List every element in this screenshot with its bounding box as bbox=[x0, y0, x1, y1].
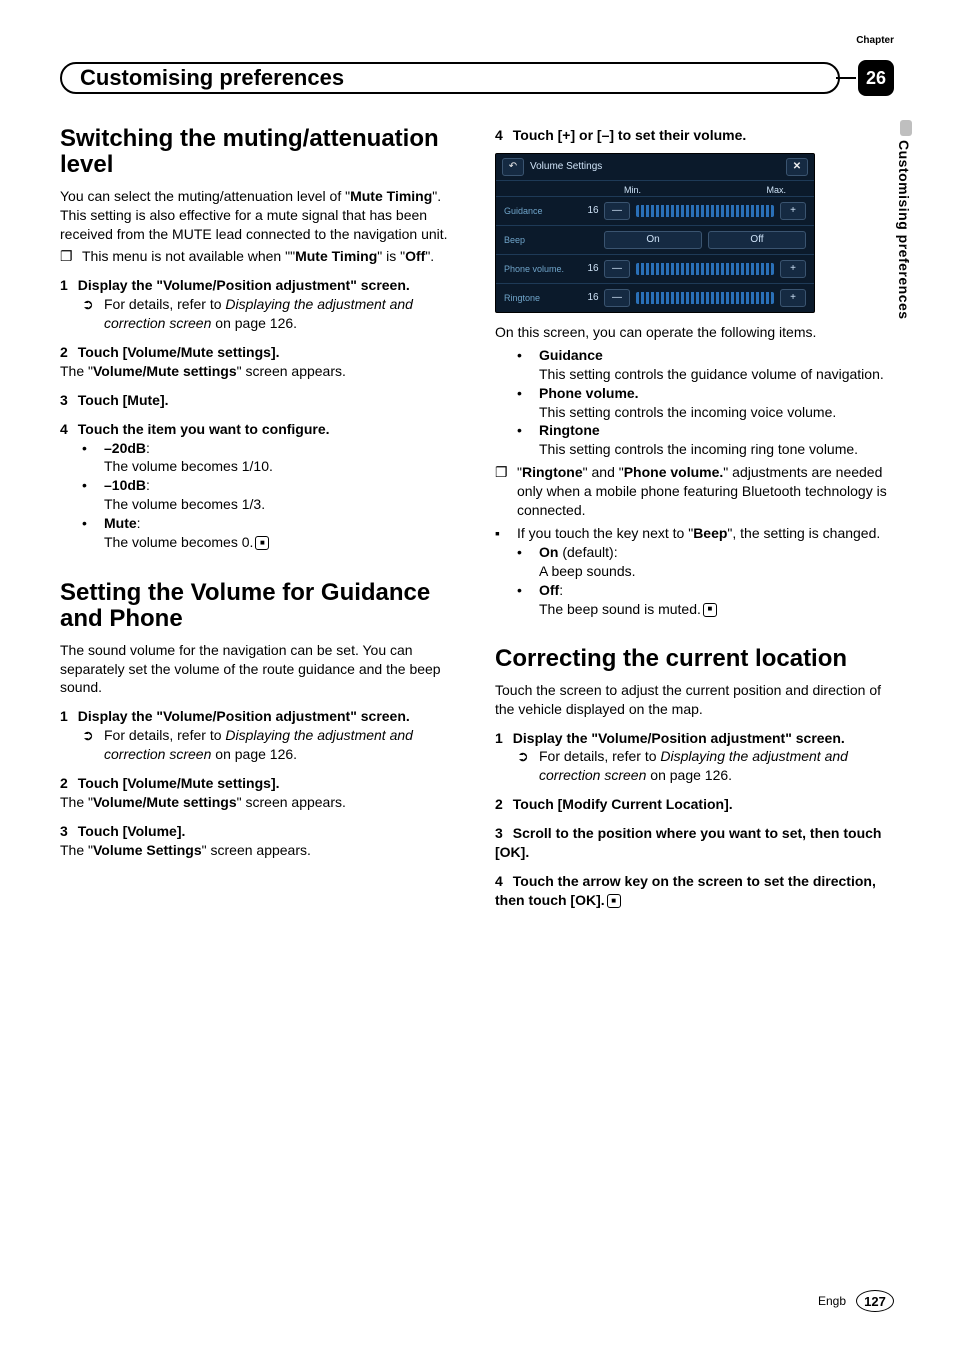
ref-icon: ➲ bbox=[82, 295, 104, 333]
ss-slider[interactable] bbox=[636, 205, 774, 217]
header-pill: Customising preferences bbox=[60, 62, 840, 94]
ss-back-button[interactable]: ↶ bbox=[502, 158, 524, 176]
heading-correcting-location: Correcting the current location bbox=[495, 646, 894, 672]
ss-minmax: Min. Max. bbox=[496, 181, 814, 196]
chapter-badge: 26 bbox=[858, 60, 894, 96]
volume-guidance-intro: The sound volume for the navigation can … bbox=[60, 641, 459, 698]
item-guidance: • Guidance bbox=[517, 346, 894, 365]
opt-mute-desc: The volume becomes 0. bbox=[104, 533, 459, 552]
opt-off-desc: The beep sound is muted. bbox=[539, 600, 894, 619]
chapter-label: Chapter bbox=[856, 35, 894, 46]
ref-icon: ➲ bbox=[517, 747, 539, 785]
page-title: Customising preferences bbox=[80, 65, 344, 91]
ss-row-beep: Beep On Off bbox=[496, 225, 814, 254]
opt-10db: • –10dB: bbox=[82, 476, 459, 495]
ss-row-phone: Phone volume. 16 — + bbox=[496, 254, 814, 283]
ss-plus-button[interactable]: + bbox=[780, 289, 806, 307]
guidance-step-1: 1Display the "Volume/Position adjustment… bbox=[60, 707, 459, 726]
ss-minus-button[interactable]: — bbox=[604, 289, 630, 307]
opt-mute: • Mute: bbox=[82, 514, 459, 533]
item-guidance-desc: This setting controls the guidance volum… bbox=[539, 365, 894, 384]
ss-close-button[interactable]: ✕ bbox=[786, 158, 808, 176]
ss-slider[interactable] bbox=[636, 263, 774, 275]
square-bullet-icon: ▪ bbox=[495, 524, 517, 543]
ss-row-guidance: Guidance 16 — + bbox=[496, 196, 814, 225]
note-icon: ❐ bbox=[60, 247, 82, 266]
section-end-icon bbox=[703, 603, 717, 617]
ss-slider[interactable] bbox=[636, 292, 774, 304]
muting-step-2-sub: The "Volume/Mute settings" screen appear… bbox=[60, 362, 459, 381]
heading-muting: Switching the muting/attenuation level bbox=[60, 126, 459, 179]
correcting-intro: Touch the screen to adjust the current p… bbox=[495, 681, 894, 719]
ss-plus-button[interactable]: + bbox=[780, 202, 806, 220]
muting-intro: You can select the muting/attenuation le… bbox=[60, 187, 459, 244]
after-screenshot-text: On this screen, you can operate the foll… bbox=[495, 323, 894, 342]
ss-plus-button[interactable]: + bbox=[780, 260, 806, 278]
opt-10db-desc: The volume becomes 1/3. bbox=[104, 495, 459, 514]
footer: Engb 127 bbox=[818, 1290, 894, 1312]
item-phone-volume-desc: This setting controls the incoming voice… bbox=[539, 403, 894, 422]
side-tab: Customising preferences bbox=[896, 120, 916, 320]
note-icon: ❐ bbox=[495, 463, 517, 520]
opt-20db-desc: The volume becomes 1/10. bbox=[104, 457, 459, 476]
volume-settings-screenshot: ↶ Volume Settings ✕ Min. Max. Guidance 1… bbox=[495, 153, 815, 313]
bluetooth-note: ❐ "Ringtone" and "Phone volume." adjustm… bbox=[495, 463, 894, 520]
side-tab-text: Customising preferences bbox=[896, 140, 912, 320]
guidance-step-3-sub: The "Volume Settings" screen appears. bbox=[60, 841, 459, 860]
guidance-step-2-sub: The "Volume/Mute settings" screen appear… bbox=[60, 793, 459, 812]
ss-minus-button[interactable]: — bbox=[604, 202, 630, 220]
ss-beep-toggle[interactable]: On Off bbox=[604, 231, 806, 249]
guidance-step-1-ref: ➲ For details, refer to Displaying the a… bbox=[82, 726, 459, 764]
opt-on-desc: A beep sounds. bbox=[539, 562, 894, 581]
ss-row-ringtone: Ringtone 16 — + bbox=[496, 283, 814, 312]
ss-titlebar: ↶ Volume Settings ✕ bbox=[496, 154, 814, 181]
item-phone-volume: • Phone volume. bbox=[517, 384, 894, 403]
correct-step-1-ref: ➲ For details, refer to Displaying the a… bbox=[517, 747, 894, 785]
content-columns: Switching the muting/attenuation level Y… bbox=[60, 126, 894, 910]
muting-step-3: 3Touch [Mute]. bbox=[60, 391, 459, 410]
footer-lang: Engb bbox=[818, 1294, 846, 1308]
section-end-icon bbox=[607, 894, 621, 908]
opt-20db: • –20dB: bbox=[82, 439, 459, 458]
side-tab-marker bbox=[900, 120, 912, 136]
item-ringtone: • Ringtone bbox=[517, 421, 894, 440]
correct-step-3: 3Scroll to the position where you want t… bbox=[495, 824, 894, 862]
ref-icon: ➲ bbox=[82, 726, 104, 764]
volume-step-4: 4Touch [+] or [–] to set their volume. bbox=[495, 126, 894, 145]
right-column: 4Touch [+] or [–] to set their volume. ↶… bbox=[495, 126, 894, 910]
ss-minus-button[interactable]: — bbox=[604, 260, 630, 278]
ss-title: Volume Settings bbox=[530, 160, 602, 174]
item-ringtone-desc: This setting controls the incoming ring … bbox=[539, 440, 894, 459]
heading-volume-guidance: Setting the Volume for Guidance and Phon… bbox=[60, 580, 459, 633]
guidance-step-3: 3Touch [Volume]. bbox=[60, 822, 459, 841]
muting-note: ❐ This menu is not available when ""Mute… bbox=[60, 247, 459, 266]
correct-step-1: 1Display the "Volume/Position adjustment… bbox=[495, 729, 894, 748]
header-bar: Customising preferences 26 bbox=[60, 60, 894, 96]
left-column: Switching the muting/attenuation level Y… bbox=[60, 126, 459, 910]
opt-on: • On (default): bbox=[517, 543, 894, 562]
muting-step-1-ref: ➲ For details, refer to Displaying the a… bbox=[82, 295, 459, 333]
page: Chapter Customising preferences 26 Custo… bbox=[0, 0, 954, 1352]
correct-step-2: 2Touch [Modify Current Location]. bbox=[495, 795, 894, 814]
guidance-step-2: 2Touch [Volume/Mute settings]. bbox=[60, 774, 459, 793]
opt-off: • Off: bbox=[517, 581, 894, 600]
muting-step-1: 1Display the "Volume/Position adjustment… bbox=[60, 276, 459, 295]
section-end-icon bbox=[255, 536, 269, 550]
page-number: 127 bbox=[856, 1290, 894, 1312]
muting-step-4: 4Touch the item you want to configure. bbox=[60, 420, 459, 439]
muting-step-2: 2Touch [Volume/Mute settings]. bbox=[60, 343, 459, 362]
correct-step-4: 4Touch the arrow key on the screen to se… bbox=[495, 872, 894, 910]
beep-note: ▪ If you touch the key next to "Beep", t… bbox=[495, 524, 894, 543]
